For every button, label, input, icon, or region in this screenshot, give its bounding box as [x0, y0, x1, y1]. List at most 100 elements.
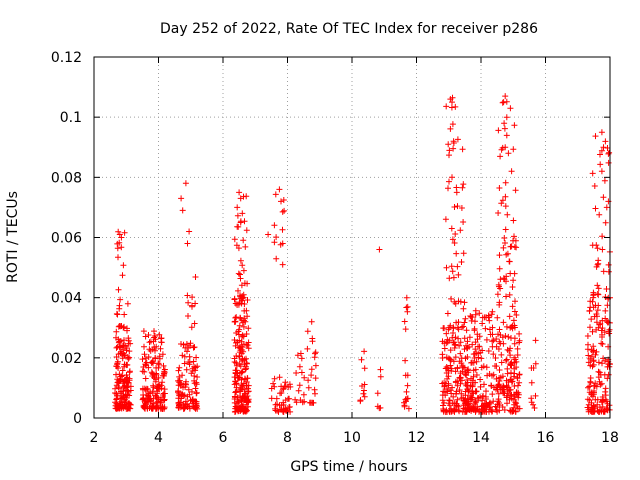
data-point: [510, 217, 517, 224]
data-point: [115, 286, 122, 293]
data-point: [142, 375, 149, 382]
data-point: [244, 342, 251, 349]
data-point: [584, 333, 591, 339]
data-point: [404, 303, 411, 310]
data-point: [179, 352, 186, 359]
data-point: [460, 250, 467, 257]
data-point: [236, 344, 243, 351]
data-point: [158, 335, 165, 342]
data-point: [440, 407, 447, 414]
data-point: [239, 319, 246, 326]
data-point: [121, 311, 128, 318]
data-point: [189, 294, 196, 301]
data-point: [279, 208, 286, 215]
data-point: [184, 240, 191, 247]
data-point: [234, 339, 241, 346]
data-point: [236, 189, 243, 196]
data-point: [193, 404, 200, 411]
data-point: [279, 240, 286, 247]
data-point: [312, 390, 318, 397]
data-point: [511, 270, 518, 277]
data-point: [592, 302, 599, 309]
data-point: [403, 304, 410, 311]
data-point: [454, 203, 461, 210]
data-point: [597, 381, 604, 388]
data-point: [472, 339, 479, 346]
data-point: [142, 405, 149, 412]
data-point: [189, 396, 196, 403]
data-point: [490, 337, 497, 344]
data-point: [458, 205, 465, 211]
data-point: [265, 231, 272, 238]
data-point: [503, 356, 510, 363]
data-point: [153, 343, 160, 350]
data-point: [286, 404, 292, 411]
y-axis-label: ROTI / TECUs: [5, 191, 21, 283]
data-point: [175, 377, 181, 384]
data-point: [146, 405, 153, 411]
data-point: [243, 365, 250, 372]
data-point: [598, 147, 605, 154]
data-point: [516, 379, 523, 386]
data-point: [516, 330, 523, 337]
data-point: [242, 243, 249, 250]
data-point: [444, 310, 451, 317]
data-point: [448, 295, 455, 302]
data-point: [502, 93, 509, 100]
data-point: [511, 359, 518, 366]
data-point: [480, 392, 487, 399]
data-point: [483, 388, 489, 395]
data-point: [463, 408, 469, 415]
data-point: [472, 307, 479, 314]
data-point: [156, 331, 163, 338]
data-point: [152, 347, 158, 354]
data-point: [274, 407, 281, 414]
data-point: [122, 352, 128, 359]
data-point: [191, 344, 198, 351]
data-point: [192, 364, 199, 371]
data-point: [450, 138, 457, 145]
data-point: [459, 368, 466, 375]
y-tick-label: 0.04: [51, 291, 82, 307]
data-point: [276, 374, 283, 381]
data-point: [278, 406, 285, 413]
data-point: [231, 381, 238, 388]
data-point: [442, 392, 449, 399]
data-point: [159, 379, 166, 386]
data-point: [457, 375, 464, 382]
data-point: [602, 392, 609, 399]
data-point: [118, 244, 125, 251]
data-points: [112, 93, 613, 415]
data-point: [117, 376, 124, 383]
data-point: [157, 345, 164, 352]
data-point: [605, 261, 612, 268]
data-point: [305, 384, 312, 391]
data-point: [496, 301, 503, 308]
data-point: [494, 314, 501, 321]
data-point: [182, 344, 189, 351]
data-point: [116, 302, 123, 309]
x-tick-label: 12: [408, 430, 426, 446]
data-point: [121, 393, 127, 400]
data-point: [598, 380, 605, 387]
data-point: [585, 384, 591, 391]
data-point: [599, 246, 606, 253]
data-point: [374, 390, 381, 397]
data-point: [474, 406, 481, 413]
data-point: [186, 403, 192, 410]
data-point: [233, 314, 240, 321]
data-point: [139, 356, 146, 363]
data-point: [489, 324, 496, 331]
data-point: [447, 125, 454, 132]
data-point: [233, 242, 240, 249]
data-point: [239, 333, 245, 340]
data-point: [605, 371, 612, 378]
data-point: [453, 390, 460, 397]
data-point: [270, 380, 277, 387]
data-point: [439, 397, 446, 404]
data-point: [243, 399, 250, 406]
data-point: [589, 170, 596, 177]
data-point: [499, 99, 506, 106]
data-point: [361, 348, 368, 355]
